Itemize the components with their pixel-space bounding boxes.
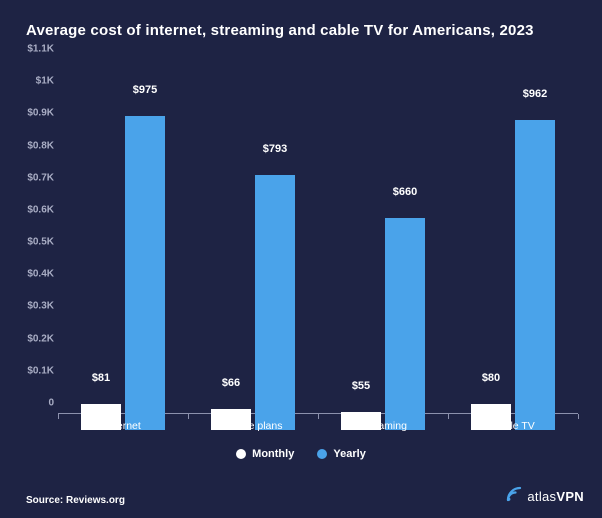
chart-title: Average cost of internet, streaming and … xyxy=(26,22,534,39)
page-root: Average cost of internet, streaming and … xyxy=(0,0,602,518)
footer: Source: Reviews.org atlasVPN xyxy=(0,484,602,518)
chart-area: 0$0.1K$0.2K$0.3K$0.4K$0.5K$0.6K$0.7K$0.8… xyxy=(58,60,578,430)
legend-item-yearly: Yearly xyxy=(317,448,365,460)
x-tick xyxy=(448,414,449,419)
x-tick xyxy=(58,414,59,419)
y-axis: 0 $0.1K $0.2K $0.3K $0.4K $0.5K $0.6K $0.7K $0.8… xyxy=(10,60,54,430)
y-tick-label: $0.8K xyxy=(10,140,54,151)
bar-label-monthly: $80 xyxy=(461,372,521,384)
category-label: Cable TV xyxy=(448,420,578,432)
x-tick xyxy=(188,414,189,419)
bar-yearly xyxy=(515,120,555,430)
brand-icon xyxy=(505,485,523,508)
bar-label-monthly: $66 xyxy=(201,377,261,389)
bar-label-monthly: $55 xyxy=(331,380,391,392)
bar-label-yearly: $962 xyxy=(505,88,565,100)
y-tick-label: $0.2K xyxy=(10,333,54,344)
source-text: Source: Reviews.org xyxy=(26,495,125,506)
legend-item-monthly: Monthly xyxy=(236,448,294,460)
bar-yearly xyxy=(385,218,425,430)
brand-text: atlasVPN xyxy=(527,489,584,504)
brand: atlasVPN xyxy=(505,485,584,508)
legend-swatch-monthly xyxy=(236,449,246,459)
x-tick xyxy=(318,414,319,419)
legend-label-yearly: Yearly xyxy=(333,448,365,460)
y-tick-label: $0.7K xyxy=(10,172,54,183)
x-tick xyxy=(578,414,579,419)
y-tick-label: $0.3K xyxy=(10,301,54,312)
bar-yearly xyxy=(255,175,295,430)
y-tick-label: $1K xyxy=(10,76,54,87)
category-label: Internet xyxy=(58,420,188,432)
bar-label-yearly: $793 xyxy=(245,143,305,155)
bar-yearly xyxy=(125,116,165,430)
bar-label-yearly: $975 xyxy=(115,84,175,96)
y-tick-label: $0.4K xyxy=(10,269,54,280)
y-tick-label: $0.6K xyxy=(10,204,54,215)
category-label: Mobile plans xyxy=(188,420,318,432)
y-tick-label: $1.1K xyxy=(10,44,54,55)
legend: Monthly Yearly xyxy=(0,448,602,462)
bar-label-monthly: $81 xyxy=(71,372,131,384)
y-tick-label: $0.5K xyxy=(10,237,54,248)
bar-label-yearly: $660 xyxy=(375,186,435,198)
y-tick-label: $0.9K xyxy=(10,108,54,119)
legend-swatch-yearly xyxy=(317,449,327,459)
y-tick-label: 0 xyxy=(10,398,54,409)
category-label: Streaming xyxy=(318,420,448,432)
y-tick-label: $0.1K xyxy=(10,365,54,376)
legend-label-monthly: Monthly xyxy=(252,448,294,460)
